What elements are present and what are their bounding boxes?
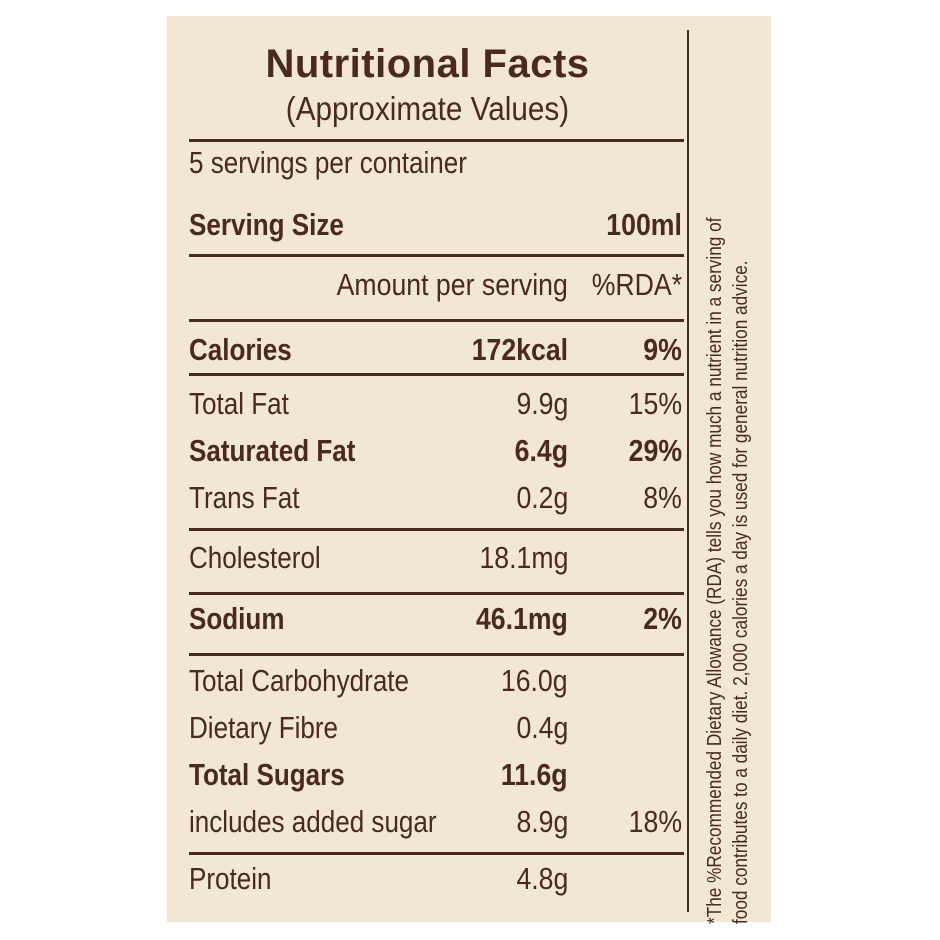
nutrient-row-dietary-fibre: Dietary Fibre 0.4g	[189, 710, 684, 750]
label-title: Nutritional Facts	[265, 42, 590, 86]
nutrient-amount: 11.6g	[501, 757, 568, 792]
nutrient-row-total-carbohydrate: Total Carbohydrate 16.0g	[189, 663, 684, 703]
nutrient-amount: 46.1mg	[476, 601, 568, 636]
nutrient-rda: 8%	[643, 480, 682, 515]
rda-header: %RDA*	[591, 267, 682, 302]
nutrient-row-trans-fat: Trans Fat 0.2g 8%	[189, 480, 684, 520]
nutrient-amount: 172kcal	[471, 332, 568, 367]
nutrient-row-total-fat: Total Fat 9.9g 15%	[189, 386, 684, 426]
nutrient-rda: 15%	[628, 386, 682, 421]
servings-per-container-row: 5 servings per container	[189, 145, 684, 185]
nutrient-amount: 6.4g	[514, 433, 568, 468]
divider	[189, 528, 684, 531]
column-header-row: Amount per serving %RDA*	[189, 267, 684, 307]
nutrient-row-protein: Protein 4.8g	[189, 861, 684, 901]
footnote-line-2: food contributes to a daily diet. 2,000 …	[730, 260, 752, 924]
divider	[189, 254, 684, 257]
nutrient-amount: 9.9g	[516, 386, 568, 421]
serving-size-value: 100ml	[606, 207, 682, 242]
nutrient-name: Dietary Fibre	[189, 710, 339, 745]
nutrient-name: Total Fat	[189, 386, 289, 421]
divider	[189, 373, 684, 376]
serving-size-row: Serving Size 100ml	[189, 207, 684, 247]
nutrient-row-added-sugar: includes added sugar 8.9g 18%	[189, 804, 684, 844]
servings-per-container: 5 servings per container	[189, 145, 467, 180]
nutrient-amount: 8.9g	[516, 804, 568, 839]
divider	[189, 139, 684, 142]
nutrition-label-panel: Nutritional Facts (Approximate Values) 5…	[167, 16, 771, 924]
nutrient-name: Total Carbohydrate	[189, 663, 410, 698]
nutrient-row-calories: Calories 172kcal 9%	[189, 332, 684, 372]
rda-footnote: *The %Recommended Dietary Allowance (RDA…	[702, 24, 766, 924]
vertical-divider	[687, 30, 689, 912]
nutrient-rda: 18%	[628, 804, 682, 839]
serving-size-label: Serving Size	[189, 207, 344, 242]
nutrient-row-sodium: Sodium 46.1mg 2%	[189, 601, 684, 641]
divider	[189, 319, 684, 322]
footnote-line-1: *The %Recommended Dietary Allowance (RDA…	[704, 217, 726, 924]
nutrient-rda: 2%	[643, 601, 682, 636]
nutrient-name: Cholesterol	[189, 540, 321, 575]
nutrient-row-cholesterol: Cholesterol 18.1mg	[189, 540, 684, 580]
divider	[189, 852, 684, 855]
nutrient-name: includes added sugar	[189, 804, 437, 839]
nutrient-amount: 0.4g	[516, 710, 568, 745]
nutrient-amount: 18.1mg	[479, 540, 568, 575]
nutrient-name: Sodium	[189, 601, 285, 636]
nutrient-rda: 29%	[628, 433, 682, 468]
nutrient-amount: 4.8g	[516, 861, 568, 896]
nutrient-name: Trans Fat	[189, 480, 300, 515]
nutrient-row-saturated-fat: Saturated Fat 6.4g 29%	[189, 433, 684, 473]
nutrient-row-total-sugars: Total Sugars 11.6g	[189, 757, 684, 797]
nutrient-name: Total Sugars	[189, 757, 345, 792]
amount-per-serving-header: Amount per serving	[336, 267, 568, 302]
nutrient-name: Saturated Fat	[189, 433, 356, 468]
nutrient-amount: 0.2g	[516, 480, 568, 515]
divider	[189, 592, 684, 595]
nutrient-amount: 16.0g	[501, 663, 568, 698]
nutrient-rda: 9%	[643, 332, 682, 367]
label-subtitle: (Approximate Values)	[285, 90, 570, 127]
nutrient-name: Calories	[189, 332, 292, 367]
nutrient-name: Protein	[189, 861, 272, 896]
divider	[189, 653, 684, 656]
